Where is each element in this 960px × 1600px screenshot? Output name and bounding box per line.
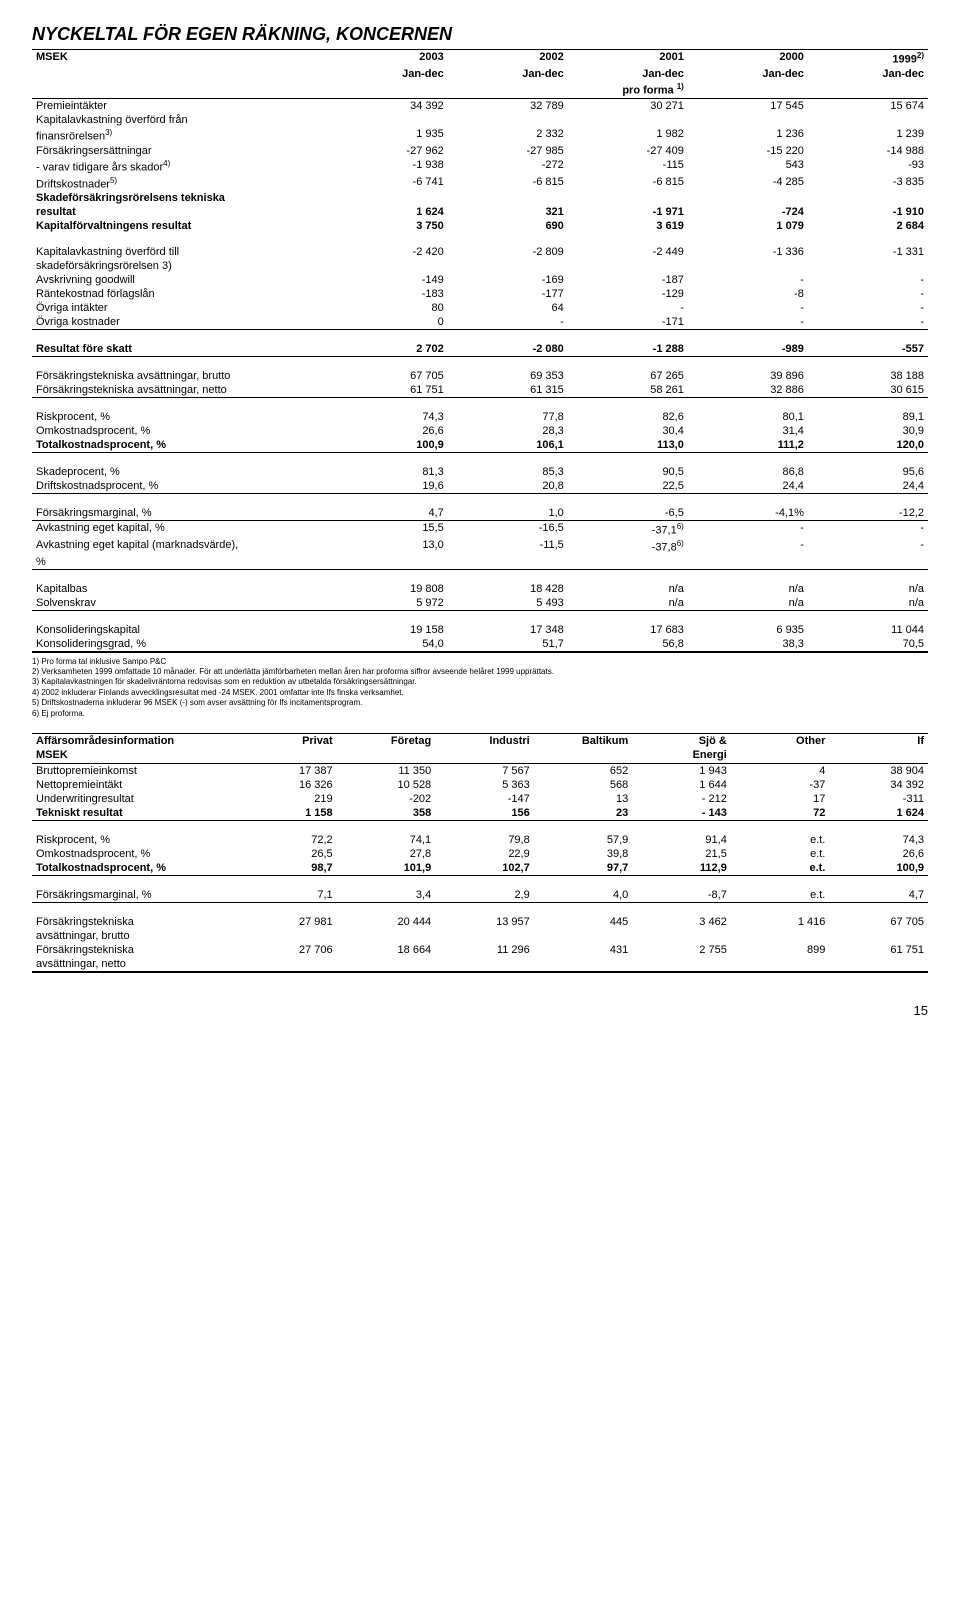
table-row: Försäkringsersättningar -27 962-27 985-2…: [32, 144, 928, 158]
table-row: resultat 1 624321-1 971-724-1 910: [32, 205, 928, 219]
col-label: MSEK: [32, 748, 238, 764]
table-row: Skadeprocent, % 81,385,390,586,895,6: [32, 465, 928, 479]
col-head: If: [829, 733, 928, 748]
table-row: Riskprocent, % 74,377,882,680,189,1: [32, 410, 928, 424]
col-head: Företag: [337, 733, 436, 748]
table-row: Kapitalavkastning överförd till -2 420-2…: [32, 245, 928, 259]
table-row: skadeförsäkringsrörelsen 3): [32, 259, 928, 273]
footnotes: 1) Pro forma tal inklusive Sampo P&C 2) …: [32, 657, 928, 719]
table-row: Kapitalavkastning överförd från: [32, 113, 928, 127]
col-head: Baltikum: [534, 733, 633, 748]
table-row: Kapitalförvaltningens resultat 3 7506903…: [32, 219, 928, 233]
table-row: Driftskostnader5) -6 741-6 815-6 815-4 2…: [32, 175, 928, 192]
table-row: Konsolideringsgrad, % 54,051,756,838,370…: [32, 637, 928, 652]
table-row: Avkastning eget kapital, % 15,5-16,5-37,…: [32, 521, 928, 538]
col-head: Industri: [435, 733, 534, 748]
table-row: avsättningar, brutto: [32, 929, 928, 943]
table-row: Omkostnadsprocent, % 26,527,822,939,821,…: [32, 847, 928, 861]
col-sub: Jan-dec: [568, 67, 688, 81]
main-table: MSEK 2003 2002 2001 2000 19992) Jan-dec …: [32, 49, 928, 653]
col-head: Privat: [238, 733, 337, 748]
table-row: Avkastning eget kapital (marknadsvärde),…: [32, 538, 928, 555]
table-row: Övriga kostnader 0--171--: [32, 315, 928, 330]
table-row: Tekniskt resultat 1 15835815623- 143721 …: [32, 806, 928, 821]
col-sub: Jan-dec: [808, 67, 928, 81]
table-row: Premieintäkter 34 39232 78930 27117 5451…: [32, 99, 928, 114]
table-row: Försäkringsmarginal, % 7,13,42,94,0-8,7e…: [32, 888, 928, 903]
table-row: Försäkringstekniska avsättningar, brutto…: [32, 369, 928, 383]
table-row: avsättningar, netto: [32, 957, 928, 972]
col-sub: Energi: [632, 748, 731, 764]
col-label: Affärsområdesinformation: [32, 733, 238, 748]
col-year: 2002: [448, 50, 568, 67]
table-row: Totalkostnadsprocent, % 98,7101,9102,797…: [32, 861, 928, 876]
table-row: Solvenskrav 5 9725 493n/an/an/a: [32, 596, 928, 611]
table-row: Konsolideringskapital 19 15817 34817 683…: [32, 623, 928, 637]
table-row: Försäkringsmarginal, % 4,71,0-6,5-4,1%-1…: [32, 506, 928, 521]
table-row: Räntekostnad förlagslån -183-177-129-8-: [32, 287, 928, 301]
table-row: Underwritingresultat 219-202-14713- 2121…: [32, 792, 928, 806]
table-row: Resultat före skatt 2 702-2 080-1 288-98…: [32, 342, 928, 357]
col-year: 2000: [688, 50, 808, 67]
table-row: Skadeförsäkringsrörelsens tekniska: [32, 191, 928, 205]
col-year: 2001: [568, 50, 688, 67]
table-row: Nettopremieintäkt 16 32610 5285 3635681 …: [32, 778, 928, 792]
table-row: - varav tidigare års skador4) -1 938-272…: [32, 158, 928, 175]
page-title: NYCKELTAL FÖR EGEN RÄKNING, KONCERNEN: [32, 24, 928, 45]
table-row: Försäkringstekniska 27 98120 44413 95744…: [32, 915, 928, 929]
table-row: %: [32, 555, 928, 570]
col-sub: Jan-dec: [448, 67, 568, 81]
table-row: Omkostnadsprocent, % 26,628,330,431,430,…: [32, 424, 928, 438]
col-proforma: pro forma 1): [568, 81, 688, 99]
table-row: Övriga intäkter 8064---: [32, 301, 928, 315]
table-row: Riskprocent, % 72,274,179,857,991,4e.t.7…: [32, 833, 928, 847]
col-sub: Jan-dec: [328, 67, 448, 81]
table-row: Avskrivning goodwill -149-169-187--: [32, 273, 928, 287]
col-head: Sjö &: [632, 733, 731, 748]
col-sub: Jan-dec: [688, 67, 808, 81]
col-head: Other: [731, 733, 830, 748]
page-number: 15: [32, 1003, 928, 1018]
col-year: 2003: [328, 50, 448, 67]
table-row: Bruttopremieinkomst 17 38711 3507 567652…: [32, 763, 928, 778]
col-year: 19992): [808, 50, 928, 67]
col-label: MSEK: [32, 50, 328, 67]
table-row: Försäkringstekniska avsättningar, netto …: [32, 383, 928, 398]
table-row: Kapitalbas 19 80818 428n/an/an/a: [32, 582, 928, 596]
table-row: Totalkostnadsprocent, % 100,9106,1113,01…: [32, 438, 928, 453]
segment-table: Affärsområdesinformation Privat Företag …: [32, 733, 928, 973]
table-row: Försäkringstekniska 27 70618 66411 29643…: [32, 943, 928, 957]
table-row: finansrörelsen3) 1 9352 3321 9821 2361 2…: [32, 127, 928, 144]
table-row: Driftskostnadsprocent, % 19,620,822,524,…: [32, 479, 928, 494]
